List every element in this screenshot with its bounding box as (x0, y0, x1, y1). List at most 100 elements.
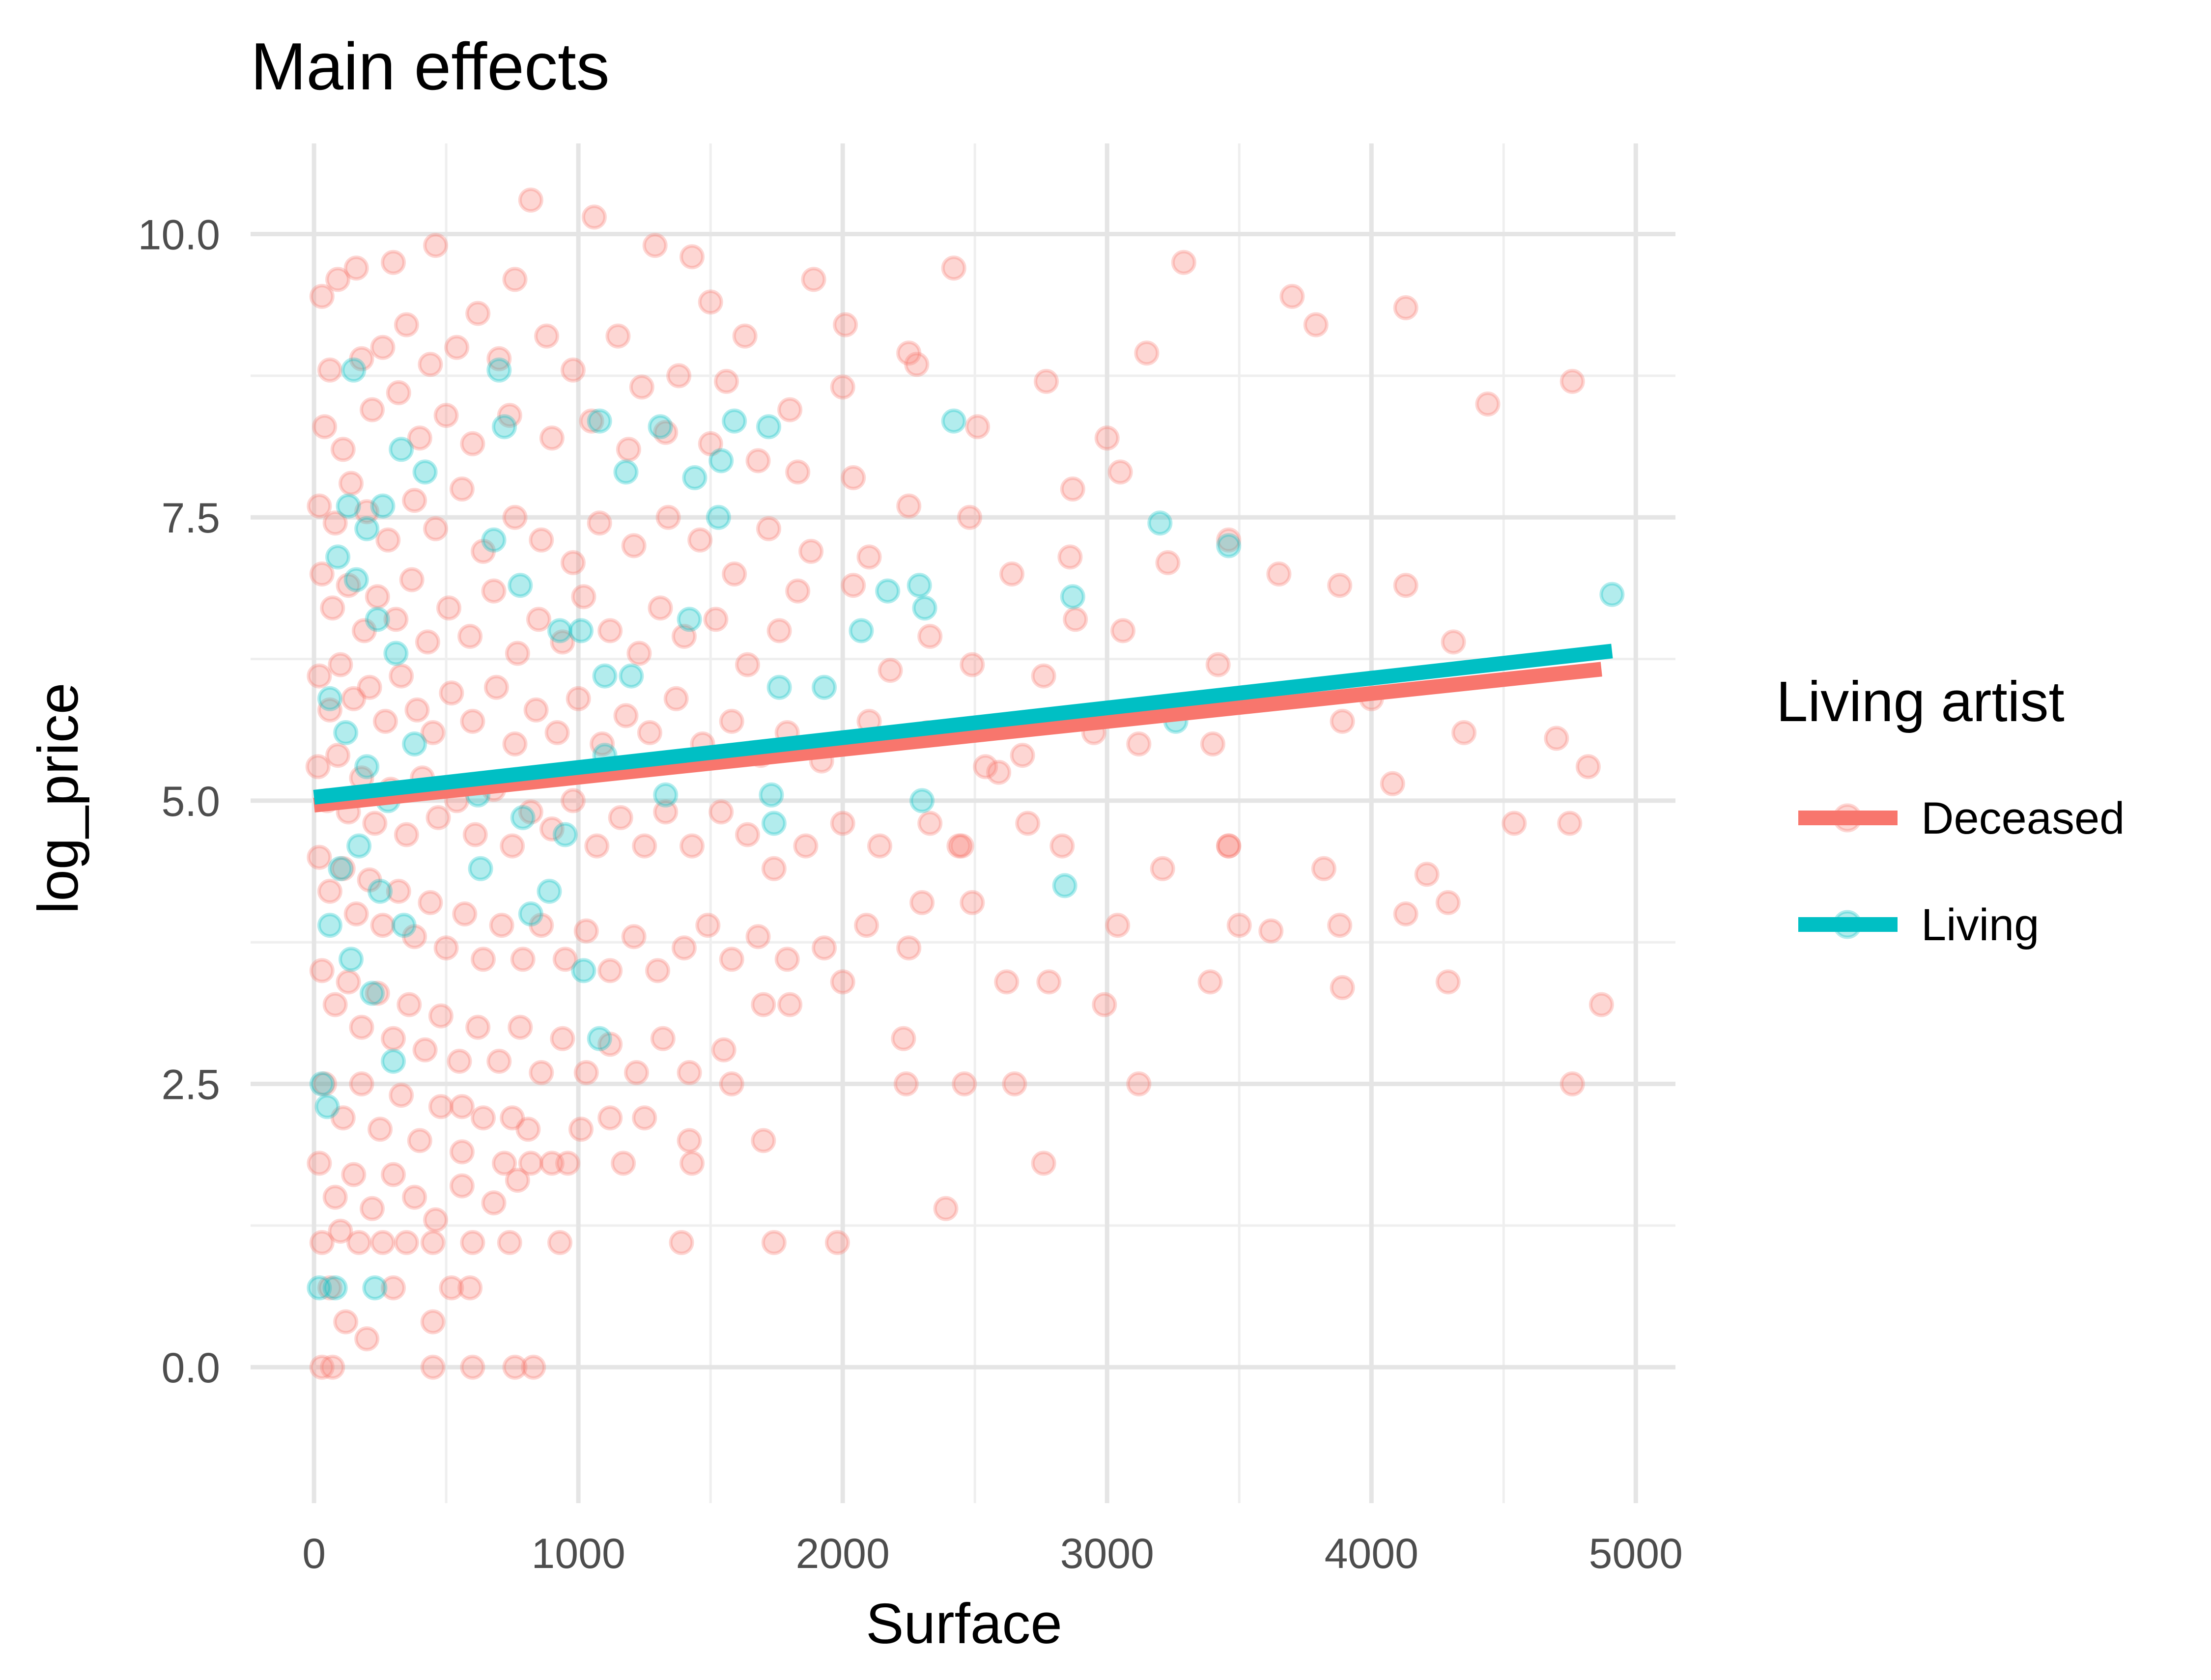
point-deceased (1049, 833, 1075, 859)
point-living (547, 618, 572, 644)
point-living (343, 567, 369, 592)
point-deceased (389, 663, 414, 689)
point-living (518, 901, 543, 926)
point-living (1216, 533, 1242, 559)
point-deceased (1414, 862, 1440, 887)
point-deceased (460, 708, 485, 734)
point-deceased (397, 992, 422, 1017)
point-living (481, 527, 507, 553)
point-deceased (502, 504, 528, 530)
point-deceased (590, 731, 615, 756)
point-deceased (552, 947, 578, 972)
legend-key-point-deceased (1833, 803, 1862, 833)
point-deceased (402, 924, 427, 950)
chart-title: Main effects (251, 29, 610, 104)
point-deceased (560, 788, 586, 813)
point-living (1599, 582, 1625, 607)
point-deceased (830, 811, 855, 836)
point-deceased (854, 913, 879, 938)
point-deceased (436, 595, 461, 621)
point-living (648, 414, 673, 440)
point-deceased (328, 652, 353, 677)
point-deceased (1197, 969, 1223, 995)
y-axis-ticks: 0.0 2.5 5.0 7.5 10.0 (138, 212, 220, 1392)
point-deceased (351, 618, 377, 644)
point-deceased (960, 652, 985, 677)
point-deceased (423, 233, 449, 258)
point-deceased (1475, 392, 1501, 417)
point-deceased (946, 833, 972, 859)
point-deceased (801, 267, 826, 292)
point-deceased (404, 697, 430, 723)
point-deceased (719, 1071, 744, 1096)
point-living (383, 641, 409, 666)
point-deceased (1010, 743, 1035, 768)
point-deceased (1092, 992, 1117, 1017)
point-deceased (457, 623, 483, 649)
point-deceased (1279, 283, 1305, 309)
point-deceased (584, 833, 610, 859)
point-deceased (383, 607, 409, 632)
point-deceased (362, 811, 388, 836)
point-deceased (433, 935, 459, 961)
point-deceased (579, 408, 604, 434)
point-deceased (370, 1230, 396, 1255)
point-deceased (1544, 726, 1569, 751)
point-deceased (341, 686, 367, 711)
point-living (389, 437, 414, 462)
point-deceased (698, 289, 723, 315)
point-deceased (1150, 856, 1175, 881)
point-deceased (1330, 975, 1355, 1000)
point-deceased (418, 890, 443, 915)
point-deceased (1588, 992, 1614, 1017)
point-deceased (878, 658, 903, 683)
point-deceased (412, 1037, 438, 1063)
point-living (391, 913, 417, 938)
data-points (305, 187, 1625, 1380)
point-deceased (508, 1014, 533, 1040)
point-living (309, 1071, 335, 1096)
point-deceased (571, 584, 596, 610)
point-deceased (653, 799, 679, 825)
point-deceased (349, 346, 374, 371)
point-deceased (471, 947, 496, 972)
point-deceased (336, 573, 361, 598)
y-tick-label: 7.5 (161, 495, 220, 542)
point-deceased (994, 969, 1020, 995)
x-tick-label: 1000 (531, 1530, 625, 1577)
point-deceased (370, 913, 396, 938)
point-deceased (307, 663, 332, 689)
point-deceased (793, 833, 819, 859)
point-deceased (611, 1150, 636, 1176)
point-deceased (1226, 913, 1252, 938)
point-deceased (777, 397, 803, 422)
point-deceased (841, 465, 866, 490)
point-deceased (1393, 573, 1418, 598)
point-living (362, 1275, 388, 1301)
point-deceased (1559, 1071, 1585, 1096)
point-deceased (483, 674, 509, 700)
point-deceased (320, 595, 345, 621)
point-deceased (671, 623, 697, 649)
point-deceased (709, 799, 734, 825)
point-living (537, 878, 562, 904)
point-deceased (518, 1150, 543, 1176)
point-deceased (986, 759, 1012, 785)
point-deceased (343, 255, 369, 281)
fit-line-living (313, 644, 1613, 805)
point-living (766, 674, 792, 700)
point-deceased (1559, 368, 1585, 394)
point-deceased (1171, 250, 1196, 275)
point-living (328, 856, 353, 881)
point-living (336, 493, 361, 519)
point-deceased (581, 204, 607, 230)
point-deceased (418, 352, 443, 377)
point-deceased (402, 488, 427, 513)
point-deceased (365, 584, 390, 610)
point-deceased (465, 1014, 491, 1040)
point-deceased (330, 437, 356, 462)
point-deceased (360, 1196, 385, 1221)
point-deceased (1311, 856, 1336, 881)
point-deceased (1451, 720, 1477, 745)
